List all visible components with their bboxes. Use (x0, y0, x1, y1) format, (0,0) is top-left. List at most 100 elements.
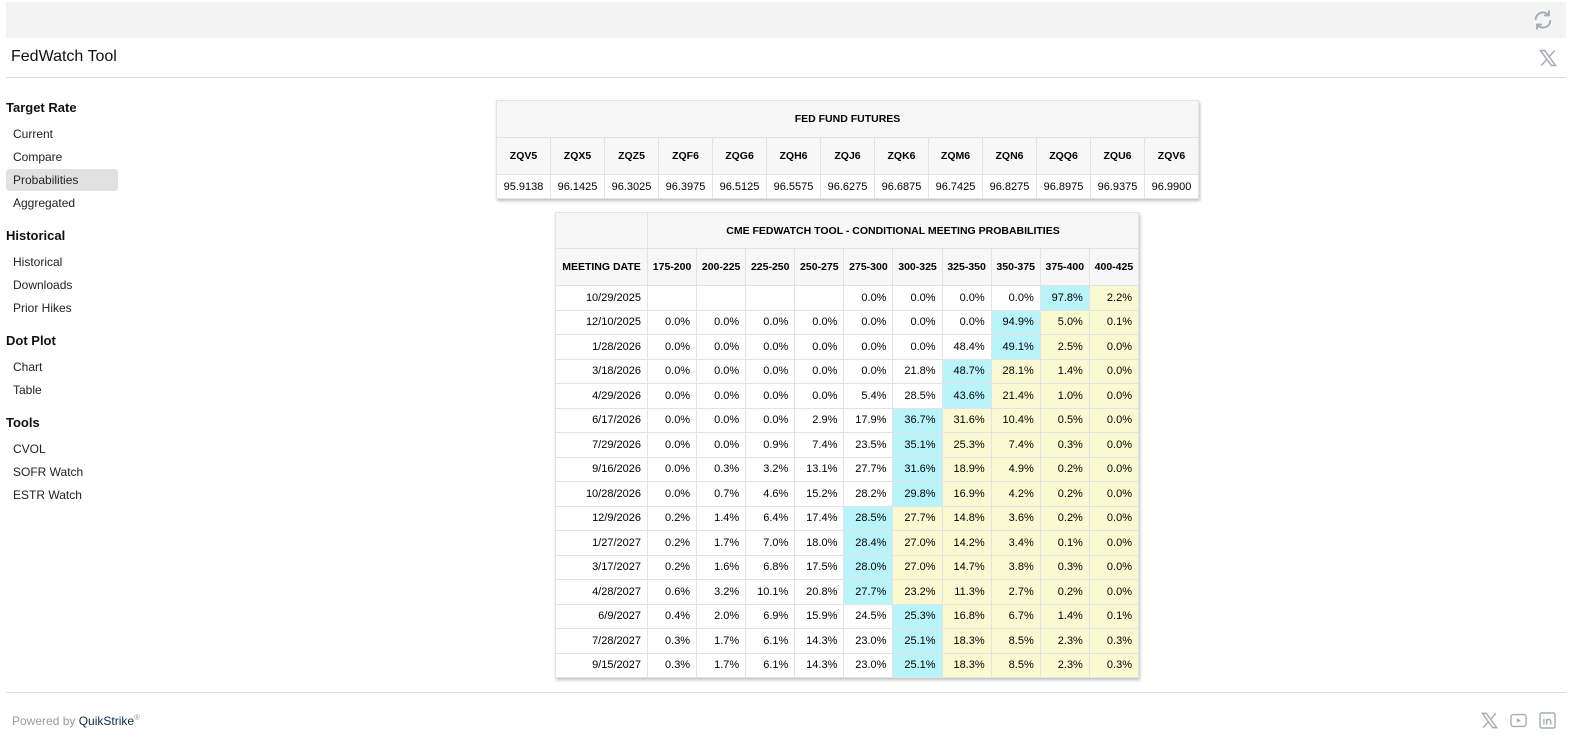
rate-range-header: 200-225 (696, 248, 747, 286)
probability-cell: 27.0% (892, 530, 943, 556)
probability-cell: 28.0% (843, 554, 894, 580)
probability-cell: 0.3% (1088, 628, 1140, 654)
probability-cell: 0.0% (794, 334, 845, 360)
probability-cell: 18.3% (941, 652, 992, 678)
probability-cell: 0.0% (1088, 481, 1140, 507)
probability-cell: 0.0% (843, 334, 894, 360)
sidebar-group: Tools CVOL SOFR Watch ESTR Watch (6, 415, 118, 506)
sidebar-heading: Target Rate (6, 100, 77, 115)
sidebar-nav: Target Rate Current Compare Probabilities Ag… (6, 98, 118, 520)
futures-code: ZQV6 (1144, 137, 1199, 175)
probability-cell: 36.7% (892, 407, 943, 433)
probability-cell: 25.1% (892, 628, 943, 654)
sidebar-item-aggregated[interactable]: Aggregated (13, 196, 76, 210)
probability-cell: 5.4% (843, 383, 894, 409)
probability-cell: 15.9% (794, 603, 845, 629)
rate-range-header: 350-375 (990, 248, 1041, 286)
sidebar-item-chart[interactable]: Chart (13, 360, 43, 374)
meeting-date: 12/9/2026 (555, 505, 648, 531)
probability-cell: 1.7% (696, 652, 747, 678)
quikstrike-link[interactable]: QuikStrike (78, 714, 135, 728)
probability-cell: 0.2% (1039, 505, 1090, 531)
futures-price: 96.3975 (658, 174, 713, 199)
probability-cell: 6.9% (745, 603, 796, 629)
sidebar-item-current[interactable]: Current (13, 127, 54, 141)
probability-cell: 1.6% (696, 554, 747, 580)
meeting-date: 9/15/2027 (555, 652, 648, 678)
sidebar-item-prior-hikes[interactable]: Prior Hikes (13, 301, 72, 315)
probability-cell: 31.6% (941, 407, 992, 433)
sidebar-item-table[interactable]: Table (13, 383, 42, 397)
probability-cell: 0.0% (794, 383, 845, 409)
sidebar-item-historical[interactable]: Historical (13, 255, 63, 269)
sidebar-item-probabilities[interactable]: Probabilities (6, 169, 118, 191)
probability-cell: 0.0% (1088, 383, 1140, 409)
probability-cell: 0.0% (941, 309, 992, 335)
footer-divider (6, 692, 1566, 693)
rate-range-header: 175-200 (646, 248, 698, 286)
probability-cell: 15.2% (794, 481, 845, 507)
probability-cell: 28.2% (843, 481, 894, 507)
probability-cell: 21.8% (892, 358, 943, 384)
probability-cell: 0.0% (843, 309, 894, 335)
probability-cell: 2.0% (696, 603, 747, 629)
probability-cell: 28.5% (843, 505, 894, 531)
table-row: 6/9/2027 0.4% 2.0% 6.9% 15.9% 24.5% 25.3% 16.8%… (555, 603, 1140, 629)
sidebar-item-cvol[interactable]: CVOL (13, 442, 46, 456)
probability-cell: 6.1% (745, 628, 796, 654)
probability-cell: 20.8% (794, 579, 845, 605)
probability-cell: 0.0% (646, 481, 698, 507)
futures-code: ZQH6 (766, 137, 821, 175)
probability-cell: 1.4% (1039, 358, 1090, 384)
probability-cell: 23.0% (843, 628, 894, 654)
probability-cell: 16.9% (941, 481, 992, 507)
table-row: 1/28/2026 0.0% 0.0% 0.0% 0.0% 0.0% 0.0% 48.4% 49… (555, 334, 1140, 360)
rate-range-header: 250-275 (794, 248, 845, 286)
linkedin-icon[interactable] (1538, 711, 1557, 730)
fed-fund-futures-table: FED FUND FUTURES ZQV5 ZQX5 ZQZ5 ZQF6 ZQG6 ZQH6… (496, 100, 1199, 199)
probability-cell: 0.2% (646, 554, 698, 580)
youtube-icon[interactable] (1509, 711, 1528, 730)
futures-title-row: FED FUND FUTURES (496, 100, 1199, 138)
sidebar-item-sofr-watch[interactable]: SOFR Watch (13, 465, 84, 479)
probability-cell: 10.1% (745, 579, 796, 605)
probability-cell: 0.0% (646, 383, 698, 409)
sidebar-item-estr-watch[interactable]: ESTR Watch (13, 488, 82, 502)
table-row: 4/29/2026 0.0% 0.0% 0.0% 0.0% 5.4% 28.5% 43.6% 2… (555, 383, 1140, 409)
probability-cell: 6.4% (745, 505, 796, 531)
meeting-date: 4/28/2027 (555, 579, 648, 605)
refresh-icon[interactable] (1532, 9, 1554, 31)
x-logo-icon[interactable] (1538, 48, 1558, 68)
probability-cell: 0.0% (1088, 530, 1140, 556)
probability-cell: 4.2% (990, 481, 1041, 507)
probability-cell: 0.0% (892, 309, 943, 335)
probability-cell: 4.6% (745, 481, 796, 507)
probability-cell: 0.0% (696, 334, 747, 360)
table-row: 1/27/2027 0.2% 1.7% 7.0% 18.0% 28.4% 27.0% 14.2… (555, 530, 1140, 556)
futures-code: ZQV5 (496, 137, 551, 175)
rate-range-header: 225-250 (745, 248, 796, 286)
x-logo-icon[interactable] (1480, 711, 1499, 730)
probability-cell: 0.1% (1088, 309, 1140, 335)
probability-cell: 11.3% (941, 579, 992, 605)
meeting-date: 3/18/2026 (555, 358, 648, 384)
probability-cell: 43.6% (941, 383, 992, 409)
probability-cell: 0.0% (1088, 334, 1140, 360)
probability-cell: 25.1% (892, 652, 943, 678)
meeting-date: 7/29/2026 (555, 432, 648, 458)
probability-cell: 7.4% (990, 432, 1041, 458)
futures-price: 96.6875 (874, 174, 929, 199)
sidebar-item-downloads[interactable]: Downloads (13, 278, 73, 292)
probability-cell: 23.2% (892, 579, 943, 605)
probability-cell: 0.3% (1039, 554, 1090, 580)
probability-cell: 0.0% (696, 358, 747, 384)
probability-cell: 0.0% (1088, 554, 1140, 580)
probability-cell: 28.5% (892, 383, 943, 409)
sidebar-item-compare[interactable]: Compare (13, 150, 63, 164)
futures-code: ZQX5 (550, 137, 605, 175)
probability-cell: 0.0% (1088, 456, 1140, 482)
probability-cell: 0.0% (941, 285, 992, 311)
meeting-date: 1/28/2026 (555, 334, 648, 360)
probability-cell: 0.0% (1088, 358, 1140, 384)
futures-code: ZQK6 (874, 137, 929, 175)
